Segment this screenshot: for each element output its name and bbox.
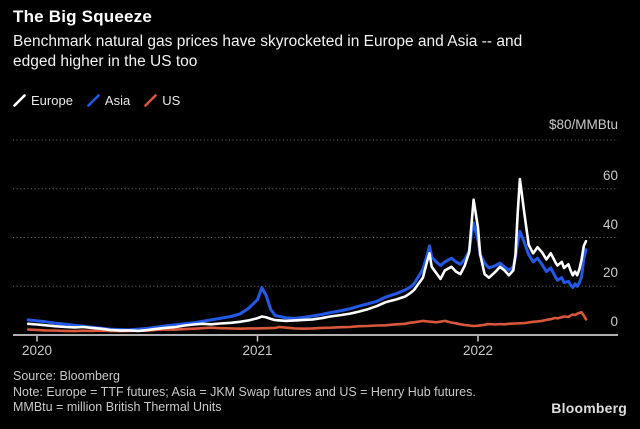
bloomberg-logo: Bloomberg — [551, 400, 627, 416]
y-tick-label-0: 0 — [610, 314, 618, 329]
legend-label-asia: Asia — [104, 93, 131, 108]
y-tick-label-40: 40 — [602, 216, 618, 232]
y-tick-label-20: 20 — [602, 265, 618, 281]
x-tick-label-2022: 2022 — [462, 343, 494, 358]
europe-slash-icon — [13, 94, 26, 107]
series-line-europe — [26, 177, 588, 333]
legend-label-us: US — [162, 93, 181, 108]
legend-item-europe: Europe — [13, 93, 73, 108]
y-axis-unit-label: $80/MMBtu — [548, 117, 618, 132]
us-slash-icon — [144, 94, 158, 107]
legend-item-us: US — [144, 93, 180, 108]
x-tick-label-2021: 2021 — [242, 343, 273, 358]
legend-label-europe: Europe — [31, 93, 73, 108]
note-text-line1: Note: Europe = TTF futures; Asia = JKM S… — [13, 384, 476, 399]
note-text-line2: MMBtu = million British Thermal Units — [13, 400, 222, 414]
source-text: Source: Bloomberg — [13, 369, 121, 383]
y-tick-label-60: 60 — [602, 167, 618, 183]
legend-item-asia: Asia — [87, 93, 130, 108]
page-title: The Big Squeeze — [13, 7, 153, 26]
chart-subtitle-line1: Benchmark natural gas prices have skyroc… — [13, 33, 523, 50]
chart-subtitle-line2: edged higher in the US too — [13, 53, 198, 70]
asia-slash-icon — [87, 94, 100, 107]
x-tick-label-2020: 2020 — [21, 343, 53, 358]
chart-footer: Source: Bloomberg Note: Europe = TTF fut… — [13, 369, 476, 416]
series-line-asia — [26, 221, 588, 332]
chart-legend: Europe Asia US — [13, 93, 180, 108]
chart-subtitle: Benchmark natural gas prices have skyroc… — [13, 32, 522, 72]
